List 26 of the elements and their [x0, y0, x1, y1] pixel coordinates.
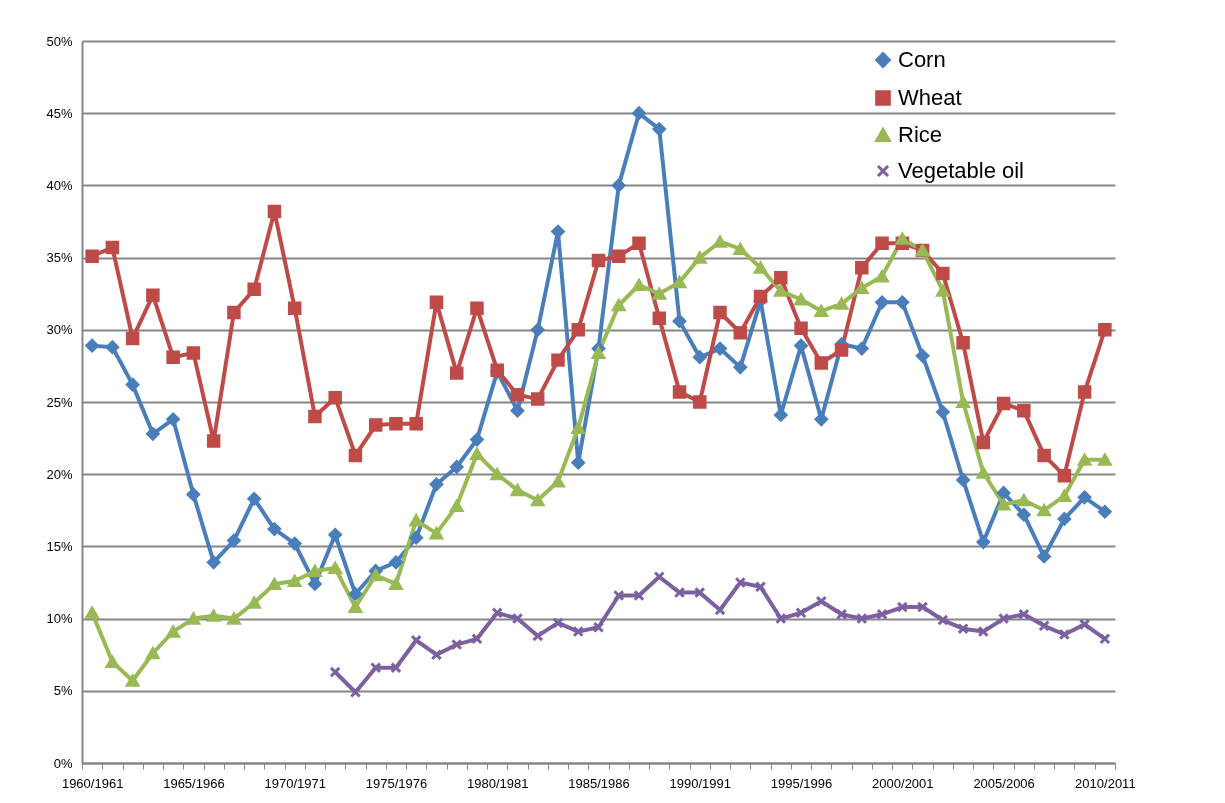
y-tick-label: 50%: [46, 33, 73, 49]
y-tick-label: 25%: [46, 394, 73, 410]
legend-label: Corn: [898, 47, 946, 72]
x-tick-label: 1965/1966: [163, 775, 225, 791]
x-tick-label: 1960/1961: [61, 775, 124, 791]
y-tick-label: 10%: [46, 611, 73, 627]
y-tick-label: 0%: [53, 755, 73, 771]
x-tick-label: 2005/2006: [973, 775, 1035, 791]
y-tick-label: 35%: [46, 250, 73, 266]
y-tick-label: 45%: [46, 105, 73, 121]
x-tick-label: 1995/1996: [770, 775, 833, 791]
x-tick-label: 1990/1991: [669, 775, 731, 791]
x-tick-label: 2000/2001: [872, 775, 934, 791]
y-tick-label: 15%: [46, 538, 73, 554]
y-tick-label: 40%: [46, 177, 73, 193]
x-tick-label: 1975/1976: [365, 775, 428, 791]
x-tick-label: 2010/2011: [1075, 775, 1136, 791]
legend-label: Vegetable oil: [898, 158, 1024, 183]
legend-label: Rice: [898, 122, 943, 147]
x-tick-label: 1970/1971: [264, 775, 326, 791]
y-tick-label: 30%: [46, 322, 73, 338]
x-tick-label: 1985/1986: [568, 775, 630, 791]
x-tick-label: 1980/1981: [467, 775, 529, 791]
legend-label: Wheat: [898, 85, 962, 110]
y-tick-label: 5%: [53, 683, 73, 699]
y-tick-label: 20%: [46, 466, 73, 482]
